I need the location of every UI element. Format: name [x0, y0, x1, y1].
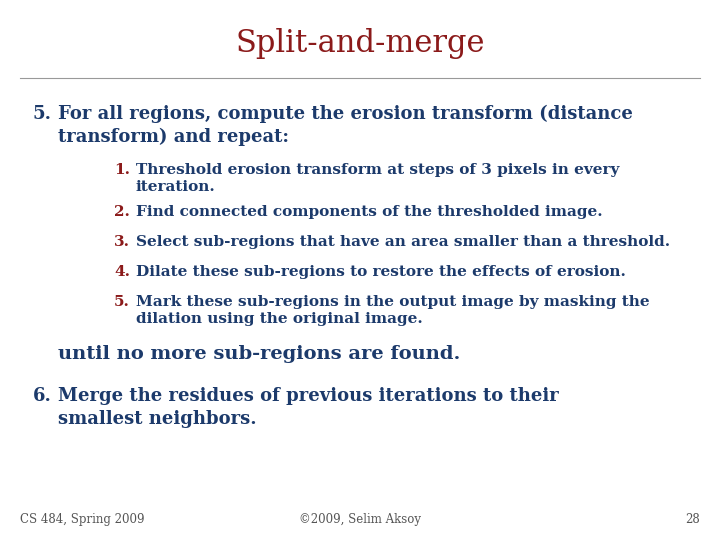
- Text: CS 484, Spring 2009: CS 484, Spring 2009: [20, 513, 145, 526]
- Text: 5.: 5.: [114, 295, 130, 309]
- Text: Select sub-regions that have an area smaller than a threshold.: Select sub-regions that have an area sma…: [136, 235, 670, 249]
- Text: 1.: 1.: [114, 163, 130, 177]
- Text: 2.: 2.: [114, 205, 130, 219]
- Text: 6.: 6.: [33, 387, 52, 405]
- Text: 3.: 3.: [114, 235, 130, 249]
- Text: Split-and-merge: Split-and-merge: [235, 28, 485, 59]
- Text: ©2009, Selim Aksoy: ©2009, Selim Aksoy: [299, 513, 421, 526]
- Text: Mark these sub-regions in the output image by masking the
dilation using the ori: Mark these sub-regions in the output ima…: [136, 295, 649, 326]
- Text: For all regions, compute the erosion transform (distance
transform) and repeat:: For all regions, compute the erosion tra…: [58, 105, 633, 146]
- Text: 5.: 5.: [33, 105, 52, 123]
- Text: Threshold erosion transform at steps of 3 pixels in every
iteration.: Threshold erosion transform at steps of …: [136, 163, 619, 194]
- Text: 4.: 4.: [114, 265, 130, 279]
- Text: Find connected components of the thresholded image.: Find connected components of the thresho…: [136, 205, 603, 219]
- Text: Dilate these sub-regions to restore the effects of erosion.: Dilate these sub-regions to restore the …: [136, 265, 626, 279]
- Text: 28: 28: [685, 513, 700, 526]
- Text: until no more sub-regions are found.: until no more sub-regions are found.: [58, 345, 460, 363]
- Text: Merge the residues of previous iterations to their
smallest neighbors.: Merge the residues of previous iteration…: [58, 387, 559, 428]
